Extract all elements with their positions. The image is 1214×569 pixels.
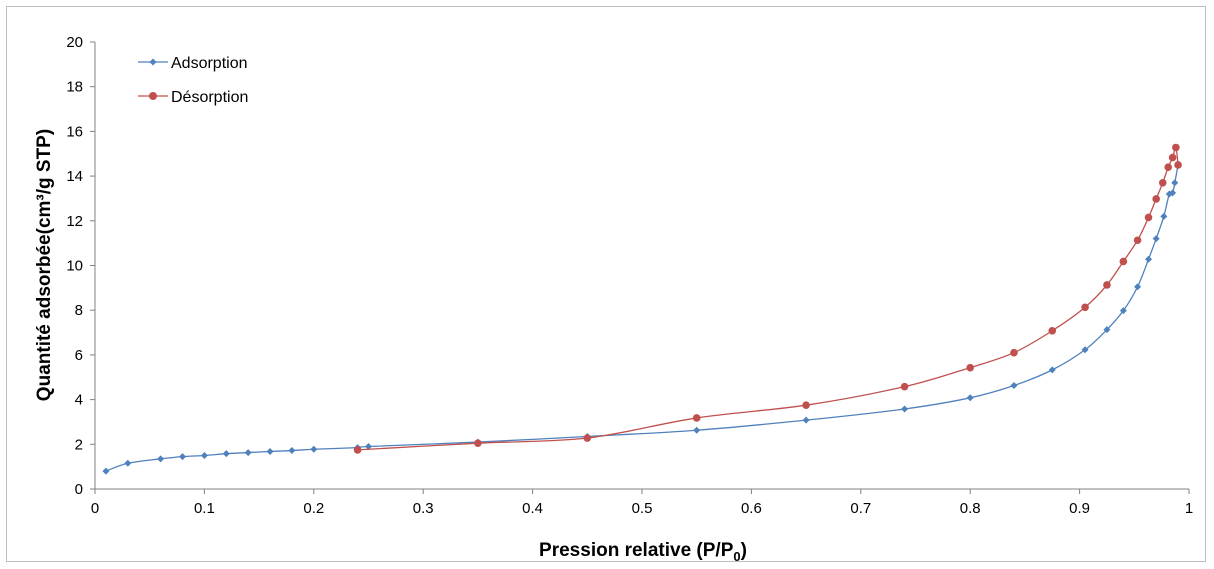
data-point-adsorption	[1169, 189, 1177, 197]
data-point-adsorption	[222, 450, 230, 458]
data-point-desorption	[1010, 348, 1018, 357]
data-point-desorption	[1164, 163, 1173, 171]
data-point-adsorption	[179, 453, 187, 461]
data-point-desorption	[692, 414, 701, 422]
x-tick-label: 0.8	[960, 500, 981, 517]
x-tick-label: 1	[1185, 500, 1193, 517]
data-point-desorption	[966, 363, 974, 372]
legend-marker-desorption	[149, 92, 157, 100]
legend: Adsorption Désorption	[138, 55, 248, 106]
x-tick-label: 0.9	[1069, 500, 1090, 517]
data-point-adsorption	[365, 443, 372, 451]
data-point-desorption	[1168, 153, 1177, 162]
series-line-adsorption	[105, 164, 1179, 472]
data-point-adsorption	[310, 445, 318, 453]
data-point-desorption	[1081, 303, 1089, 312]
data-point-desorption	[1158, 179, 1167, 187]
x-axis-title: Pression relative (P/P0)	[539, 540, 747, 564]
data-point-desorption	[1119, 257, 1128, 266]
data-point-adsorption	[1103, 326, 1111, 334]
axes	[94, 42, 1189, 490]
data-point-adsorption	[1134, 283, 1142, 291]
x-tick-label: 0	[91, 500, 99, 517]
data-point-desorption	[1152, 195, 1160, 203]
data-point-adsorption	[1152, 235, 1160, 243]
data-point-adsorption	[288, 447, 296, 455]
data-point-adsorption	[1081, 346, 1089, 354]
x-tick-label: 0.2	[303, 500, 324, 517]
data-point-adsorption	[693, 426, 701, 434]
legend-label-desorption: Désorption	[171, 89, 248, 106]
data-point-adsorption	[102, 467, 110, 475]
y-tick-label: 0	[75, 481, 83, 498]
data-point-adsorption	[1048, 366, 1056, 374]
data-point-adsorption	[901, 405, 909, 413]
data-point-desorption	[583, 434, 592, 442]
y-tick-label: 12	[66, 213, 83, 230]
y-tick-label: 4	[75, 392, 83, 409]
data-point-desorption	[1172, 143, 1180, 152]
y-tick-label: 18	[66, 79, 83, 96]
data-point-adsorption	[157, 455, 165, 463]
legend-label-adsorption: Adsorption	[171, 55, 248, 72]
y-tick-label: 8	[75, 302, 83, 319]
y-tick-label: 14	[66, 168, 83, 185]
y-tick-label: 10	[66, 258, 83, 275]
data-point-adsorption	[1171, 179, 1179, 187]
x-tick-label: 0.4	[522, 500, 543, 517]
data-point-adsorption	[266, 447, 274, 455]
data-point-adsorption	[124, 459, 132, 467]
data-point-desorption	[1103, 281, 1111, 289]
x-tick-label: 0.1	[194, 500, 215, 517]
data-point-adsorption	[1010, 382, 1018, 390]
data-point-desorption	[353, 446, 362, 454]
series-desorption	[353, 143, 1182, 454]
y-axis-ticks: 0 2 4 6 8 10 12 14 16 18 20	[66, 34, 95, 498]
data-point-desorption	[474, 439, 482, 447]
data-point-adsorption	[244, 449, 252, 457]
data-point-adsorption	[802, 416, 810, 424]
data-point-desorption	[1133, 236, 1142, 245]
data-point-desorption	[1174, 161, 1182, 169]
series-line-desorption	[357, 146, 1179, 451]
legend-item-desorption: Désorption	[138, 89, 248, 106]
data-point-desorption	[802, 401, 810, 409]
data-point-adsorption	[1160, 212, 1168, 220]
data-point-adsorption	[966, 394, 974, 402]
y-axis-title: Quantité adsorbée(cm³/g STP)	[34, 129, 55, 401]
y-tick-label: 6	[75, 347, 83, 364]
x-tick-label: 0.7	[850, 500, 871, 517]
chart-frame	[6, 6, 1206, 562]
data-point-desorption	[1144, 213, 1153, 222]
data-point-desorption	[1048, 326, 1057, 335]
data-point-adsorption	[1145, 255, 1153, 263]
data-point-adsorption	[1119, 307, 1127, 315]
series-adsorption	[102, 161, 1182, 475]
x-axis-ticks: 0 0.1 0.2 0.3 0.4 0.5 0.6 0.7 0.8 0.9 1	[91, 489, 1193, 517]
y-tick-label: 16	[66, 123, 83, 140]
data-point-desorption	[900, 382, 909, 391]
x-tick-label: 0.5	[632, 500, 653, 517]
y-tick-label: 2	[75, 436, 83, 453]
x-tick-label: 0.6	[741, 500, 762, 517]
y-tick-label: 20	[66, 34, 83, 51]
series-layer	[102, 143, 1182, 475]
legend-item-adsorption: Adsorption	[138, 55, 248, 72]
x-tick-label: 0.3	[413, 500, 434, 517]
data-point-adsorption	[200, 451, 208, 459]
legend-marker-adsorption	[149, 58, 157, 66]
